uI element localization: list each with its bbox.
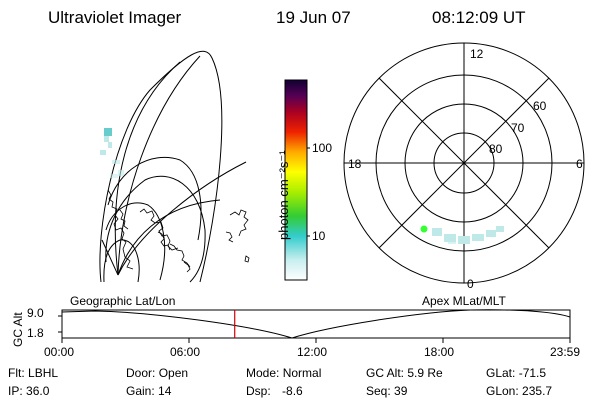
x-tick-label: 23:59 [550,345,581,359]
lat-label-60: 60 [533,99,547,113]
x-tick-label: 18:00 [424,345,455,359]
polar-diagonal [378,77,550,249]
filter-label: Flt: [8,366,25,380]
glon-label: GLon: [486,384,519,398]
mlt-label-right: 6 [576,157,583,171]
door-info: Door: Open [126,366,188,380]
meridian-line [114,61,181,276]
polar-outer-ring [343,42,585,284]
coastline [225,231,234,243]
glat-value: -71.5 [518,366,547,380]
mode-value: Normal [282,366,322,380]
x-tick-label: 00:00 [44,345,75,359]
mlt-label-bottom: 0 [467,277,474,291]
seq-info: Seq: 39 [366,384,407,398]
timeline-right-title: Apex MLat/MLT [422,294,506,308]
glon-value: 235.7 [522,384,553,398]
filter-value: LBHL [28,366,59,380]
coastline [183,261,191,273]
x-tick-label: 06:00 [170,345,201,359]
dsp-label: Dsp: [246,384,271,398]
filter-info: Flt: LBHL [8,366,58,380]
polar-ring-60 [375,74,553,252]
polar-ring-70 [404,103,524,223]
gain-info: Gain: 14 [126,384,171,398]
lat-label-80: 80 [489,142,503,156]
x-tick-label: 12:00 [297,345,328,359]
ip-info: IP: 36.0 [8,384,49,398]
gain-label: Gain: [126,384,155,398]
satellite-position-marker [420,225,428,233]
y-tick-label: 1.8 [27,326,44,340]
observation-date: 19 Jun 07 [276,8,351,27]
meridian-line [117,199,221,276]
y-tick-label: 9.0 [27,306,44,320]
lat-label-70: 70 [511,121,525,135]
earth-limb [99,50,223,283]
coastline [119,209,129,230]
ip-label: IP: [8,384,23,398]
mlt-label-top: 12 [470,47,484,61]
mode-info: Mode: Normal [246,366,321,380]
polar-diagonal [378,77,550,249]
glat-info: GLat: -71.5 [486,366,546,380]
mlt-label-left: 18 [348,157,362,171]
coastline [169,243,191,268]
meridian-line [101,239,119,276]
ip-value: 36.0 [26,384,50,398]
latitude-circle [105,202,166,281]
glat-label: GLat: [486,366,516,380]
latitude-circle [107,156,202,241]
gc-alt-value: 5.9 Re [407,366,443,380]
timeline-axis-title: GC Alt [11,312,25,347]
instrument-title: Ultraviolet Imager [48,8,182,27]
gc-alt-info: GC Alt: 5.9 Re [366,366,443,380]
timeline-frame [61,309,571,339]
colorbar-tick-label: 10 [312,229,326,243]
gain-value: 14 [158,384,172,398]
coastline [244,255,250,263]
meridian-line [117,161,247,276]
mode-label: Mode: [246,366,280,380]
seq-label: Seq: [366,384,391,398]
coastline [229,209,249,237]
observation-time: 08:12:09 UT [432,8,526,27]
coastline [107,189,134,270]
polar-ring-80 [433,132,495,194]
glon-info: GLon: 235.7 [486,384,552,398]
colorbar-unit-label: photon cm⁻²s⁻¹ [276,150,291,240]
meridian-line [117,55,201,276]
dsp-info: Dsp: -8.6 [246,384,303,398]
seq-value: 39 [394,384,408,398]
coastline [157,231,171,251]
timeline-left-title: Geographic Lat/Lon [70,294,176,308]
dsp-value: -8.6 [282,384,303,398]
latitude-circle [103,239,140,283]
coastline [139,208,179,251]
door-value: Open [158,366,189,380]
door-label: Door: [126,366,156,380]
altitude-curve [61,309,571,339]
latitude-circle [105,175,206,283]
colorbar-tick-label: 100 [312,141,333,155]
gc-alt-label: GC Alt: [366,366,405,380]
